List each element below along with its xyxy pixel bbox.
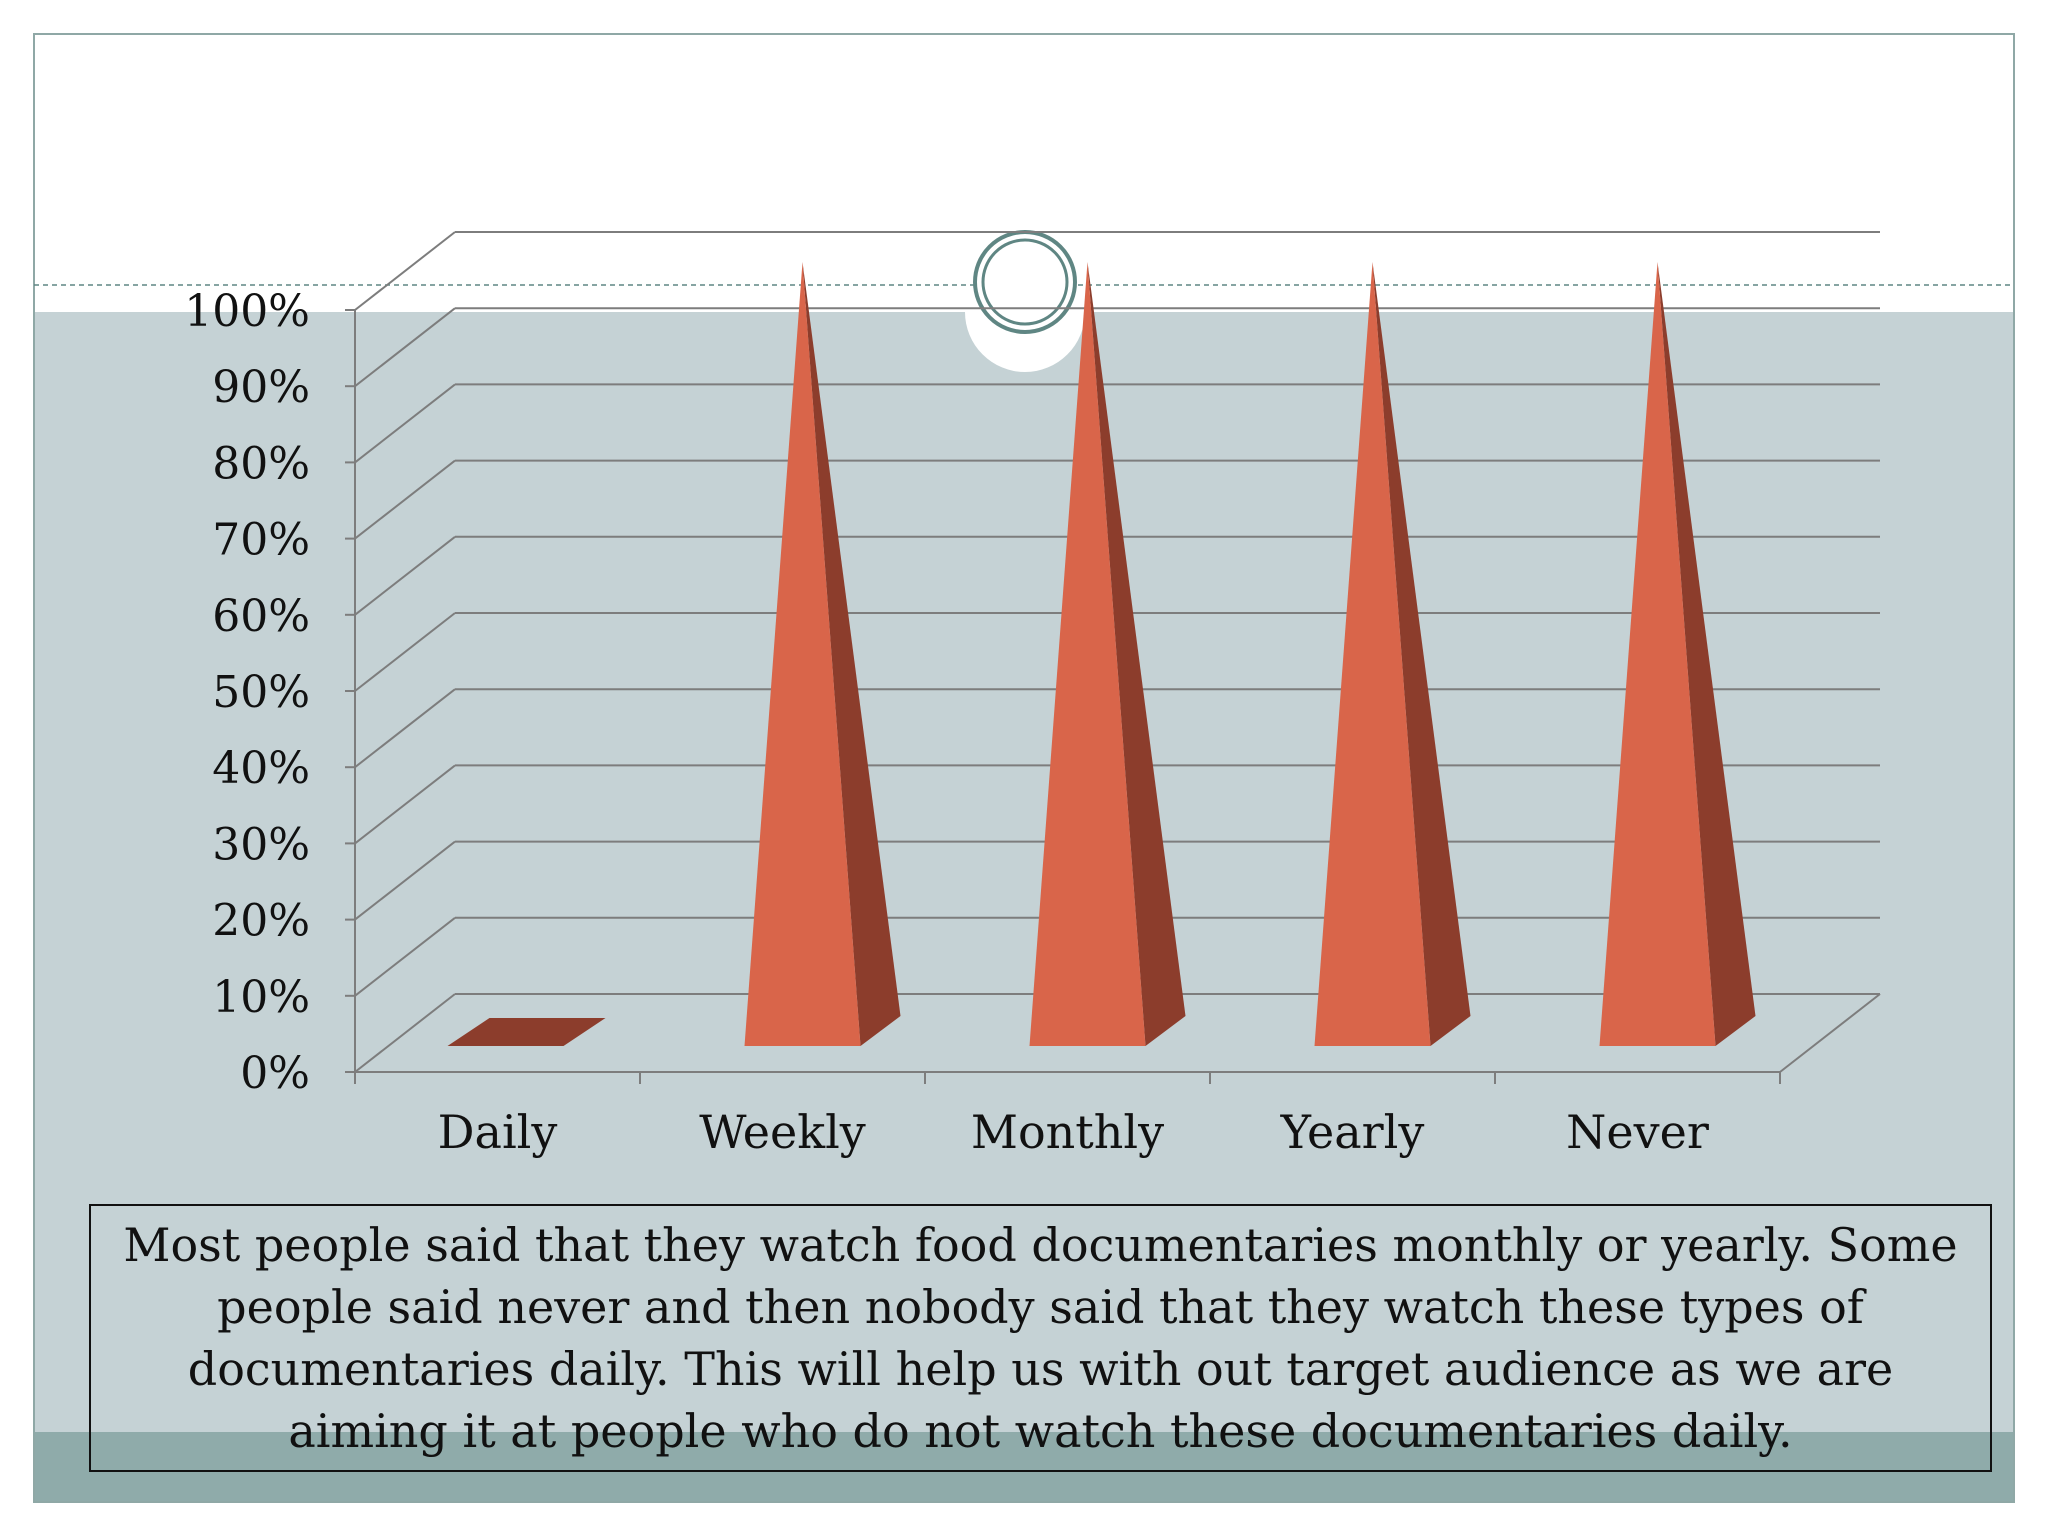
y-tick-label: 90% <box>212 362 310 413</box>
y-tick-label: 40% <box>212 743 310 794</box>
slide-footer-band <box>34 1432 2014 1502</box>
gridline-side <box>354 459 456 540</box>
gridline-side <box>354 764 456 845</box>
bar-side-face <box>1657 262 1756 1046</box>
slide-frame-border <box>33 33 2015 1503</box>
bar-side-face <box>1372 262 1471 1046</box>
y-tick-label: 0% <box>240 1048 310 1099</box>
y-tick-label: 20% <box>212 896 310 947</box>
gridline-side <box>354 383 456 464</box>
gridline-side <box>354 688 456 768</box>
bar-front-face <box>1314 262 1431 1046</box>
gridline-side <box>354 612 456 692</box>
y-tick-label: 100% <box>184 286 310 337</box>
y-tick-label: 50% <box>212 667 310 718</box>
y-tick-label: 10% <box>212 972 310 1023</box>
y-tick-label: 60% <box>212 591 310 642</box>
bar-never <box>1599 262 1756 1046</box>
gridline-side <box>354 536 456 616</box>
gridline-side <box>354 840 456 921</box>
bar-monthly <box>1029 262 1186 1046</box>
y-tick-label: 30% <box>212 819 310 870</box>
x-tick-label: Weekly <box>699 1105 866 1159</box>
bar-front-face <box>744 262 861 1046</box>
y-tick-label: 80% <box>212 438 310 489</box>
gridline-side <box>354 917 456 997</box>
bar-yearly <box>1314 262 1471 1046</box>
caption-text: Most people said that they watch food do… <box>123 1218 1958 1458</box>
caption-box: Most people said that they watch food do… <box>89 1204 1992 1472</box>
bar-front-face <box>1599 262 1716 1046</box>
x-tick-label: Daily <box>438 1105 558 1159</box>
chart-plot: 0% 10% 20% 30% 40% 50% 60% 70% 80% 90% 100% Daily W… <box>184 231 1881 1159</box>
x-tick-label: Yearly <box>1280 1105 1425 1159</box>
bar-front-face <box>1029 262 1146 1046</box>
gridline-side <box>354 307 456 387</box>
floor-edge <box>1779 993 1881 1073</box>
bar-side-face <box>1087 262 1186 1046</box>
bar-side-face <box>802 262 901 1046</box>
y-tick-label: 70% <box>212 515 310 566</box>
bar-daily <box>447 1018 606 1046</box>
gridline-side <box>354 231 456 311</box>
ornament-ring-icon <box>965 230 1085 372</box>
gridline-side <box>354 993 456 1073</box>
x-tick-label: Monthly <box>971 1105 1164 1159</box>
bar-weekly <box>744 262 901 1046</box>
x-tick-label: Never <box>1566 1105 1709 1159</box>
